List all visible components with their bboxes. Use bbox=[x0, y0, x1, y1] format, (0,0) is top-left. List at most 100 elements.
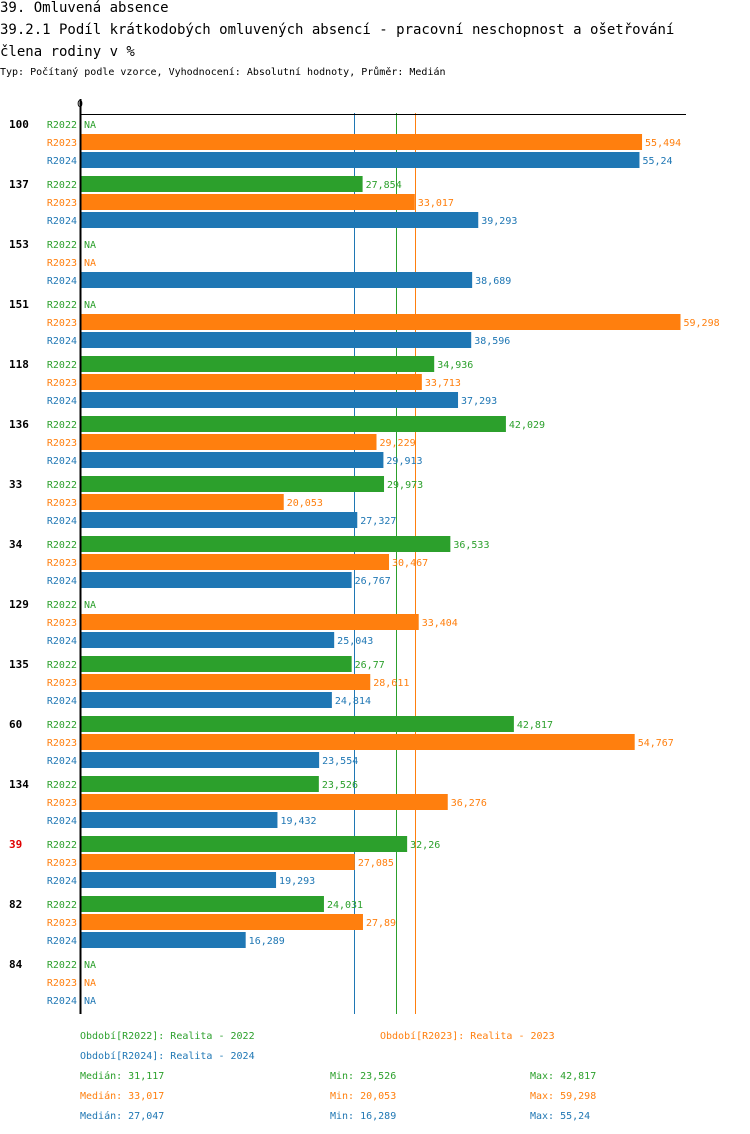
category-label: 137 bbox=[9, 178, 29, 191]
section-title: 39. Omluvená absence bbox=[0, 0, 169, 16]
data-label: 54,767 bbox=[638, 738, 674, 749]
series-label: R2024 bbox=[47, 516, 77, 527]
category-label: 134 bbox=[9, 778, 29, 791]
bar bbox=[81, 476, 385, 492]
series-label: R2023 bbox=[47, 678, 77, 689]
bar bbox=[81, 794, 448, 810]
bar bbox=[81, 314, 681, 330]
bar bbox=[81, 152, 640, 168]
data-label: 19,432 bbox=[280, 816, 316, 827]
series-label: R2024 bbox=[47, 756, 77, 767]
bar bbox=[81, 674, 371, 690]
data-label: 34,936 bbox=[437, 360, 473, 371]
bar bbox=[81, 872, 277, 888]
series-label: R2023 bbox=[47, 378, 77, 389]
data-label: 36,276 bbox=[451, 798, 487, 809]
series-label: R2024 bbox=[47, 216, 77, 227]
data-label: 55,494 bbox=[645, 138, 681, 149]
bar bbox=[81, 536, 451, 552]
category-label: 33 bbox=[9, 478, 22, 491]
bar bbox=[81, 392, 459, 408]
stat-median-r2024: Medián: 27,047 bbox=[80, 1111, 165, 1122]
data-label: 38,689 bbox=[475, 276, 511, 287]
bar bbox=[81, 752, 320, 768]
series-label: R2022 bbox=[47, 240, 77, 251]
legend-period-r2023: Období[R2023]: Realita - 2023 bbox=[380, 1031, 555, 1042]
series-label: R2024 bbox=[47, 576, 77, 587]
data-label-na: NA bbox=[84, 600, 96, 611]
series-label: R2022 bbox=[47, 540, 77, 551]
series-label: R2022 bbox=[47, 960, 77, 971]
bar bbox=[81, 512, 358, 528]
series-label: R2023 bbox=[47, 258, 77, 269]
stat-max-r2023: Max: 59,298 bbox=[530, 1091, 597, 1102]
data-label: 39,293 bbox=[481, 216, 517, 227]
series-label: R2024 bbox=[47, 996, 77, 1007]
series-label: R2024 bbox=[47, 276, 77, 287]
series-label: R2024 bbox=[47, 456, 77, 467]
data-label: 28,611 bbox=[373, 678, 409, 689]
bar bbox=[81, 194, 415, 210]
series-label: R2023 bbox=[47, 438, 77, 449]
series-label: R2023 bbox=[47, 618, 77, 629]
bar bbox=[81, 932, 246, 948]
series-label: R2023 bbox=[47, 858, 77, 869]
bar bbox=[81, 716, 514, 732]
category-label: 151 bbox=[9, 298, 29, 311]
stat-min-r2022: Min: 23,526 bbox=[330, 1071, 397, 1082]
chart-title-line-2: člena rodiny v % bbox=[0, 44, 135, 60]
data-label-na: NA bbox=[84, 300, 96, 311]
series-label: R2023 bbox=[47, 498, 77, 509]
data-label: 37,293 bbox=[461, 396, 497, 407]
bar bbox=[81, 272, 473, 288]
bar bbox=[81, 776, 319, 792]
series-label: R2022 bbox=[47, 480, 77, 491]
bar bbox=[81, 614, 419, 630]
series-label: R2022 bbox=[47, 360, 77, 371]
data-label: 25,043 bbox=[337, 636, 373, 647]
bar bbox=[81, 374, 422, 390]
data-label: 27,854 bbox=[366, 180, 402, 191]
legend-period-r2024: Období[R2024]: Realita - 2024 bbox=[80, 1051, 255, 1062]
bar bbox=[81, 176, 363, 192]
series-label: R2024 bbox=[47, 876, 77, 887]
stat-max-r2024: Max: 55,24 bbox=[530, 1111, 591, 1122]
category-label: 84 bbox=[9, 958, 23, 971]
stat-median-r2023: Medián: 33,017 bbox=[80, 1091, 165, 1102]
category-label: 100 bbox=[9, 118, 29, 131]
bar bbox=[81, 572, 352, 588]
bar bbox=[81, 452, 384, 468]
data-label-na: NA bbox=[84, 960, 96, 971]
bar bbox=[81, 692, 332, 708]
bar bbox=[81, 554, 390, 570]
data-label: 26,77 bbox=[355, 660, 385, 671]
data-label: 24,814 bbox=[335, 696, 371, 707]
stat-min-r2024: Min: 16,289 bbox=[330, 1111, 397, 1122]
series-label: R2024 bbox=[47, 816, 77, 827]
data-label: 32,26 bbox=[410, 840, 440, 851]
series-label: R2024 bbox=[47, 936, 77, 947]
series-label: R2024 bbox=[47, 396, 77, 407]
data-label: 26,767 bbox=[355, 576, 391, 587]
series-label: R2023 bbox=[47, 918, 77, 929]
series-label: R2022 bbox=[47, 780, 77, 791]
category-label: 39 bbox=[9, 838, 22, 851]
data-label: 23,526 bbox=[322, 780, 358, 791]
bar bbox=[81, 734, 635, 750]
bar bbox=[81, 896, 324, 912]
stat-max-r2022: Max: 42,817 bbox=[530, 1071, 597, 1082]
data-label: 59,298 bbox=[684, 318, 720, 329]
series-label: R2022 bbox=[47, 840, 77, 851]
data-label: 27,327 bbox=[360, 516, 396, 527]
bar bbox=[81, 332, 472, 348]
data-label-na: NA bbox=[84, 258, 96, 269]
data-label: 23,554 bbox=[322, 756, 358, 767]
bar bbox=[81, 434, 377, 450]
data-label: 42,029 bbox=[509, 420, 545, 431]
bar bbox=[81, 134, 643, 150]
data-label: 33,713 bbox=[425, 378, 461, 389]
x-tick-label: 0 bbox=[77, 99, 83, 110]
stat-min-r2023: Min: 20,053 bbox=[330, 1091, 397, 1102]
data-label: 36,533 bbox=[453, 540, 489, 551]
series-label: R2022 bbox=[47, 420, 77, 431]
